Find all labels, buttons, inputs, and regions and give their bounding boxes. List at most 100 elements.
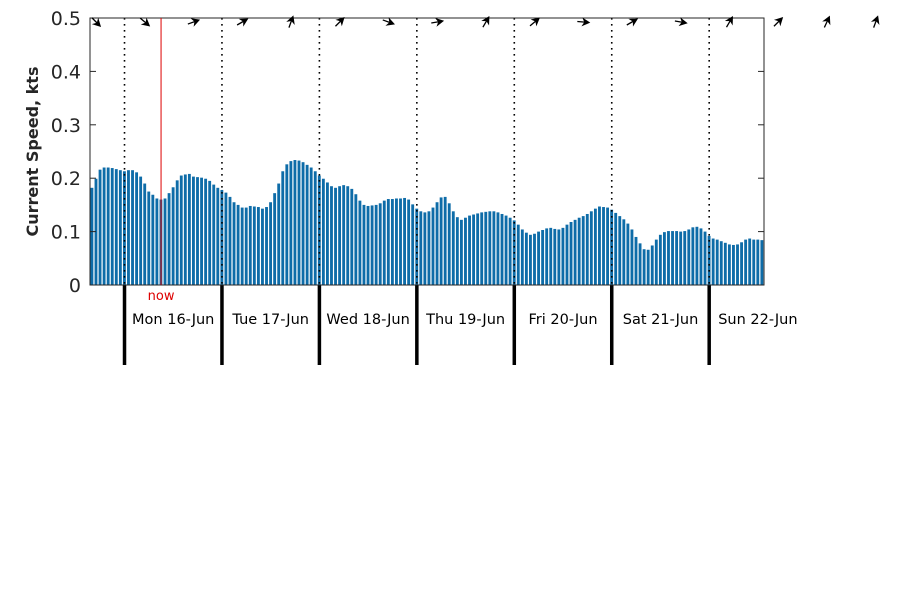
speed-bar (533, 233, 536, 285)
speed-bar (740, 242, 743, 285)
direction-arrow (870, 15, 880, 28)
speed-bar (114, 169, 118, 285)
speed-bar (102, 167, 106, 285)
speed-bar (224, 192, 228, 285)
arrow-head (91, 17, 102, 27)
speed-bar (719, 241, 723, 285)
speed-bar (285, 164, 289, 285)
speed-bar (500, 213, 504, 285)
arrow-head (481, 15, 490, 26)
speed-bar (577, 217, 581, 285)
speed-bar (476, 213, 480, 285)
speed-bar (675, 231, 679, 285)
speed-bar (658, 234, 662, 285)
speed-bar (654, 239, 658, 285)
speed-bar (277, 183, 281, 285)
speed-bar (187, 173, 191, 285)
speed-bar (325, 182, 329, 285)
direction-arrow (674, 17, 688, 27)
speed-bar (529, 234, 532, 285)
speed-bar (179, 175, 183, 285)
speed-bar (269, 202, 273, 285)
direction-arrow (626, 18, 639, 27)
direction-arrow (187, 18, 201, 27)
speed-bar (468, 215, 471, 285)
direction-arrow (334, 17, 345, 27)
arrow-head (434, 17, 445, 27)
speed-bar (585, 213, 589, 285)
speed-bar (642, 249, 646, 285)
speed-bar (520, 229, 524, 285)
speed-bar (431, 207, 435, 285)
speed-bar (516, 224, 520, 285)
speed-bar (366, 205, 370, 285)
speed-bar (419, 211, 423, 285)
speed-bar (216, 187, 220, 285)
y-tick-label: 0.2 (51, 168, 81, 190)
speed-bar (118, 170, 122, 285)
speed-bar (98, 169, 102, 285)
speed-bar (455, 217, 459, 285)
y-tick-label: 0 (69, 275, 81, 297)
speed-bar (524, 232, 528, 285)
day-label: Fri 20-Jun (528, 312, 597, 328)
speed-bar (240, 207, 244, 285)
speed-bar (606, 207, 610, 285)
speed-bar (447, 203, 451, 285)
arrow-head (335, 17, 345, 27)
speed-bar (756, 239, 760, 285)
speed-bar (309, 167, 313, 285)
speed-bar (403, 197, 406, 285)
speed-bar (630, 229, 634, 285)
speed-bar (650, 245, 654, 285)
speed-bar (492, 211, 496, 285)
speed-bar (196, 177, 199, 285)
speed-bar (110, 168, 114, 285)
day-label: Sun 22-Jun (718, 312, 797, 328)
direction-arrow (286, 15, 295, 28)
speed-bar (695, 226, 699, 285)
speed-bar (261, 208, 264, 285)
arrow-head (773, 17, 784, 27)
speed-bar (342, 185, 346, 285)
speed-bar (321, 178, 325, 285)
direction-arrow (481, 15, 490, 28)
speed-bar (504, 215, 508, 285)
speed-bar (244, 207, 248, 285)
speed-bar (711, 238, 715, 285)
speed-bar (748, 238, 752, 285)
speed-bar (334, 187, 337, 285)
speed-bar (407, 199, 411, 285)
speed-bar (589, 211, 593, 285)
speed-bar (480, 212, 484, 285)
speed-bar (386, 199, 390, 285)
direction-arrow (236, 18, 249, 27)
direction-arrow (431, 17, 445, 27)
speed-bar (537, 231, 540, 285)
arrow-head (628, 18, 639, 27)
speed-bar (90, 187, 94, 285)
speed-bar (399, 198, 402, 285)
speed-bar (602, 207, 605, 285)
speed-bar (382, 200, 386, 285)
speed-bar (346, 186, 350, 285)
speed-bar (305, 164, 309, 285)
day-label: Tue 17-Jun (231, 312, 309, 328)
speed-bar (106, 167, 110, 285)
speed-bar (163, 198, 167, 285)
speed-bar (549, 227, 553, 285)
direction-arrow (529, 17, 540, 27)
speed-bar (565, 224, 569, 285)
speed-bar (151, 194, 155, 285)
speed-bar (147, 191, 151, 285)
speed-bar (236, 204, 240, 285)
speed-bar (707, 235, 711, 285)
speed-bar (139, 176, 143, 285)
speed-bar (135, 172, 139, 285)
speed-bar (200, 177, 203, 285)
speed-bar (208, 180, 212, 285)
speed-bar (313, 171, 317, 285)
speed-bar (232, 202, 236, 285)
now-marker: now (148, 18, 175, 304)
